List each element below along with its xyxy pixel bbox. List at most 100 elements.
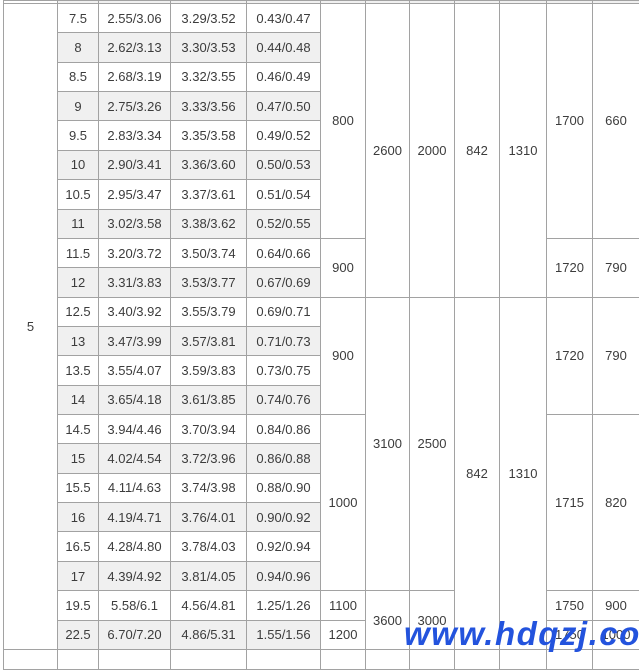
merged-cell-col-k: 1720 (547, 297, 593, 416)
data-cell: 3.65/4.18 (99, 385, 171, 416)
partial-top-cell (593, 1, 639, 4)
data-cell: 0.88/0.90 (247, 473, 321, 504)
data-cell: 16.5 (58, 532, 99, 562)
merged-cell-col-h: 3000 (410, 591, 455, 650)
data-cell: 3.29/3.52 (171, 4, 247, 34)
data-cell: 3.70/3.94 (171, 415, 247, 445)
data-cell: 2.75/3.26 (99, 92, 171, 122)
merged-cell-col-k: 1720 (547, 238, 593, 298)
data-cell: 8 (58, 33, 99, 63)
data-cell: 22.5 (58, 620, 99, 650)
merged-cell-col-g: 2600 (366, 4, 410, 298)
partial-bottom-cell (171, 649, 247, 670)
merged-cell-col-f: 1200 (321, 620, 366, 650)
data-cell: 0.47/0.50 (247, 92, 321, 122)
section-label-cell: 5 (4, 4, 58, 650)
data-cell: 2.90/3.41 (99, 150, 171, 181)
merged-cell-col-f: 1100 (321, 591, 366, 621)
data-cell: 16 (58, 503, 99, 533)
data-cell: 0.46/0.49 (247, 62, 321, 93)
data-cell: 4.02/4.54 (99, 444, 171, 474)
merged-cell-col-l: 820 (593, 415, 639, 592)
merged-cell-col-f: 1000 (321, 415, 366, 592)
data-cell: 1.25/1.26 (247, 591, 321, 621)
data-cell: 3.94/4.46 (99, 415, 171, 445)
data-cell: 3.33/3.56 (171, 92, 247, 122)
watermark-url-text: www.hdqzj.com (404, 615, 639, 652)
partial-bottom-cell (410, 649, 455, 670)
data-cell: 0.69/0.71 (247, 297, 321, 327)
data-cell: 3.53/3.77 (171, 268, 247, 298)
data-cell: 15 (58, 444, 99, 474)
data-cell: 3.59/3.83 (171, 356, 247, 386)
data-cell: 0.44/0.48 (247, 33, 321, 63)
data-cell: 0.43/0.47 (247, 4, 321, 34)
data-cell: 4.86/5.31 (171, 620, 247, 650)
merged-cell-col-f: 900 (321, 238, 366, 298)
data-cell: 0.73/0.75 (247, 356, 321, 386)
data-cell: 2.83/3.34 (99, 121, 171, 151)
data-cell: 2.68/3.19 (99, 62, 171, 93)
data-cell: 9 (58, 92, 99, 122)
merged-cell-col-i: 842 (455, 4, 500, 298)
partial-top-cell (99, 1, 171, 4)
merged-cell-col-i: 842 (455, 297, 500, 650)
merged-cell-col-h: 2500 (410, 297, 455, 592)
data-cell: 3.40/3.92 (99, 297, 171, 327)
partial-top-cell (547, 1, 593, 4)
data-cell: 2.55/3.06 (99, 4, 171, 34)
merged-cell-col-k: 1750 (547, 591, 593, 621)
data-cell: 4.56/4.81 (171, 591, 247, 621)
data-cell: 0.71/0.73 (247, 326, 321, 357)
data-cell: 0.90/0.92 (247, 503, 321, 533)
data-cell: 0.67/0.69 (247, 268, 321, 298)
partial-top-cell (171, 1, 247, 4)
spec-table: 5 7.5 2.55/3.06 3.29/3.52 0.43/0.47 8 2.62/3.1… (3, 0, 639, 670)
merged-cell-col-l: 1000 (593, 620, 639, 650)
merged-cell-col-f: 800 (321, 4, 366, 239)
data-cell: 3.57/3.81 (171, 326, 247, 357)
data-cell: 14.5 (58, 415, 99, 445)
data-cell: 3.78/4.03 (171, 532, 247, 562)
data-cell: 0.84/0.86 (247, 415, 321, 445)
partial-bottom-cell (500, 649, 547, 670)
data-cell: 5.58/6.1 (99, 591, 171, 621)
data-cell: 12 (58, 268, 99, 298)
data-cell: 12.5 (58, 297, 99, 327)
data-cell: 3.32/3.55 (171, 62, 247, 93)
data-cell: 3.37/3.61 (171, 180, 247, 210)
data-cell: 3.36/3.60 (171, 150, 247, 181)
data-cell: 6.70/7.20 (99, 620, 171, 650)
partial-bottom-cell (321, 649, 366, 670)
data-cell: 3.31/3.83 (99, 268, 171, 298)
data-cell: 19.5 (58, 591, 99, 621)
merged-cell-col-j: 1310 (500, 297, 547, 650)
partial-top-cell (455, 1, 500, 4)
merged-cell-col-k: 1715 (547, 415, 593, 592)
merged-cell-col-l: 790 (593, 297, 639, 416)
data-cell: 0.51/0.54 (247, 180, 321, 210)
merged-cell-col-g: 3100 (366, 297, 410, 592)
data-cell: 3.50/3.74 (171, 238, 247, 269)
data-cell: 1.55/1.56 (247, 620, 321, 650)
partial-top-cell (500, 1, 547, 4)
partial-bottom-cell (58, 649, 99, 670)
data-cell: 4.28/4.80 (99, 532, 171, 562)
partial-bottom-cell (99, 649, 171, 670)
data-cell: 3.30/3.53 (171, 33, 247, 63)
data-cell: 4.19/4.71 (99, 503, 171, 533)
data-cell: 13 (58, 326, 99, 357)
data-cell: 3.47/3.99 (99, 326, 171, 357)
data-cell: 0.74/0.76 (247, 385, 321, 416)
data-cell: 0.86/0.88 (247, 444, 321, 474)
data-cell: 3.35/3.58 (171, 121, 247, 151)
data-cell: 0.94/0.96 (247, 561, 321, 592)
partial-bottom-cell (455, 649, 500, 670)
merged-cell-col-h: 2000 (410, 4, 455, 298)
partial-bottom-cell (547, 649, 593, 670)
data-cell: 9.5 (58, 121, 99, 151)
partial-top-cell (410, 1, 455, 4)
data-cell: 10 (58, 150, 99, 181)
partial-top-cell (366, 1, 410, 4)
merged-cell-col-l: 790 (593, 238, 639, 298)
